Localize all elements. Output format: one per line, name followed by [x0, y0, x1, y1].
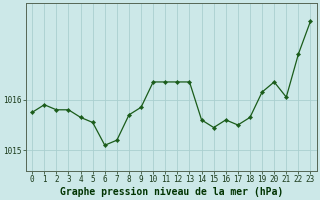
X-axis label: Graphe pression niveau de la mer (hPa): Graphe pression niveau de la mer (hPa) — [60, 186, 283, 197]
